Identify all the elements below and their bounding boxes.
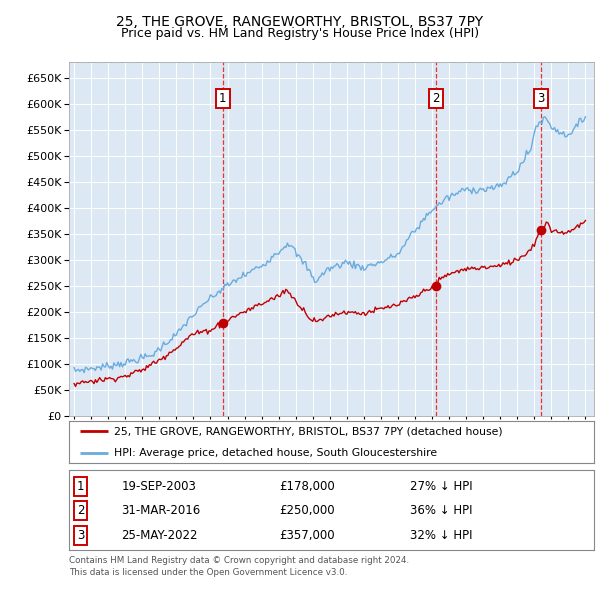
Text: 3: 3 xyxy=(77,529,84,542)
Text: 2: 2 xyxy=(433,92,440,105)
Text: 19-SEP-2003: 19-SEP-2003 xyxy=(121,480,196,493)
Text: Contains HM Land Registry data © Crown copyright and database right 2024.: Contains HM Land Registry data © Crown c… xyxy=(69,556,409,565)
Text: 25, THE GROVE, RANGEWORTHY, BRISTOL, BS37 7PY (detached house): 25, THE GROVE, RANGEWORTHY, BRISTOL, BS3… xyxy=(113,427,502,436)
Text: 31-MAR-2016: 31-MAR-2016 xyxy=(121,503,201,517)
Text: £250,000: £250,000 xyxy=(279,503,335,517)
Text: HPI: Average price, detached house, South Gloucestershire: HPI: Average price, detached house, Sout… xyxy=(113,448,437,457)
Text: 2: 2 xyxy=(77,503,84,517)
Text: 27% ↓ HPI: 27% ↓ HPI xyxy=(410,480,473,493)
Text: This data is licensed under the Open Government Licence v3.0.: This data is licensed under the Open Gov… xyxy=(69,568,347,576)
Text: 3: 3 xyxy=(538,92,545,105)
Text: £178,000: £178,000 xyxy=(279,480,335,493)
Text: 1: 1 xyxy=(219,92,226,105)
Text: £357,000: £357,000 xyxy=(279,529,335,542)
Text: 32% ↓ HPI: 32% ↓ HPI xyxy=(410,529,473,542)
Text: 36% ↓ HPI: 36% ↓ HPI xyxy=(410,503,473,517)
Text: Price paid vs. HM Land Registry's House Price Index (HPI): Price paid vs. HM Land Registry's House … xyxy=(121,27,479,40)
Text: 25, THE GROVE, RANGEWORTHY, BRISTOL, BS37 7PY: 25, THE GROVE, RANGEWORTHY, BRISTOL, BS3… xyxy=(116,15,484,29)
Text: 1: 1 xyxy=(77,480,84,493)
Text: 25-MAY-2022: 25-MAY-2022 xyxy=(121,529,198,542)
